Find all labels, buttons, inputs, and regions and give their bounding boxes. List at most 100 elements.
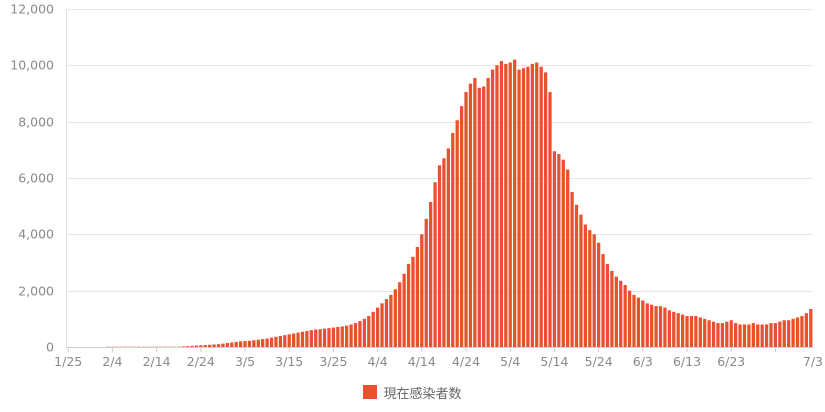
bar	[411, 256, 415, 347]
bar	[521, 68, 526, 348]
bar	[429, 201, 433, 347]
bar	[256, 339, 260, 347]
bar	[185, 346, 190, 347]
bar	[437, 165, 442, 347]
bar	[318, 329, 322, 347]
bar	[345, 325, 349, 347]
bar	[632, 294, 636, 347]
bar	[490, 69, 495, 347]
bar	[804, 313, 808, 347]
bar	[468, 83, 473, 347]
bar	[694, 316, 698, 347]
x-tick-label: 5/14	[540, 354, 568, 369]
bar	[212, 344, 216, 347]
bar	[420, 234, 424, 347]
bar	[336, 327, 340, 347]
bar	[707, 320, 711, 347]
bar	[283, 335, 287, 347]
bar	[442, 158, 446, 347]
bar	[446, 148, 450, 347]
bar	[269, 337, 274, 347]
bar	[234, 341, 238, 347]
bar	[672, 311, 676, 347]
bar	[340, 326, 344, 347]
bar	[782, 320, 786, 347]
bar	[720, 323, 725, 347]
bar	[676, 313, 680, 347]
bar	[583, 224, 587, 347]
bar	[499, 61, 504, 348]
bar	[402, 273, 406, 347]
bar	[570, 192, 574, 347]
bar	[464, 92, 468, 347]
bar	[654, 306, 658, 347]
x-tick-label: 5/4	[500, 354, 520, 369]
bar	[747, 324, 751, 347]
bar	[592, 234, 596, 347]
bar	[513, 59, 517, 347]
bar	[327, 328, 331, 347]
bar	[725, 321, 729, 347]
bar	[508, 62, 512, 348]
x-tick-label: 6/3	[633, 354, 653, 369]
x-tick-label: 2/24	[187, 354, 215, 369]
bar	[716, 323, 720, 347]
bar	[358, 321, 362, 347]
bar	[658, 306, 663, 347]
bar	[742, 324, 747, 347]
bar	[760, 324, 764, 347]
bar	[504, 63, 508, 348]
bar	[194, 345, 199, 347]
bar	[292, 333, 296, 347]
bar	[406, 263, 411, 347]
bar	[393, 289, 397, 347]
bar	[667, 310, 671, 347]
bar	[605, 263, 610, 347]
bar	[243, 341, 247, 347]
bar	[552, 151, 557, 347]
bar	[181, 346, 185, 347]
bar	[738, 324, 742, 347]
bar	[623, 285, 627, 347]
x-tick-label: 6/23	[717, 354, 745, 369]
x-tick-label: 3/5	[235, 354, 255, 369]
x-tick-label: 7/3	[803, 354, 823, 369]
bar	[199, 345, 203, 347]
bar	[261, 339, 265, 347]
bar	[477, 87, 481, 348]
bar	[614, 276, 618, 347]
bar	[225, 343, 229, 347]
bar	[795, 317, 800, 347]
bar	[252, 340, 256, 347]
bar	[278, 336, 283, 347]
bar	[778, 321, 782, 347]
bar	[486, 78, 490, 347]
bar	[415, 247, 420, 347]
y-tick-label: 10,000	[10, 58, 54, 73]
bar	[398, 282, 402, 347]
bar	[689, 316, 694, 347]
bar	[380, 303, 384, 347]
bar	[300, 331, 305, 347]
bar	[375, 307, 380, 347]
bar	[641, 300, 645, 347]
bar	[274, 336, 278, 347]
bar	[190, 345, 194, 347]
bar	[208, 344, 212, 347]
legend[interactable]: 現在感染者数	[0, 380, 825, 404]
bar	[517, 69, 521, 347]
bar	[734, 323, 738, 347]
bar	[787, 320, 791, 347]
x-tick-label: 4/4	[368, 354, 388, 369]
bar	[389, 294, 393, 347]
bar	[526, 66, 530, 348]
bar	[247, 340, 252, 347]
bar	[756, 324, 760, 347]
bar	[601, 254, 605, 347]
bar	[619, 280, 623, 347]
bar	[322, 328, 327, 347]
legend-label: 現在感染者数	[383, 386, 462, 402]
bar	[769, 323, 773, 347]
bar	[764, 324, 769, 347]
